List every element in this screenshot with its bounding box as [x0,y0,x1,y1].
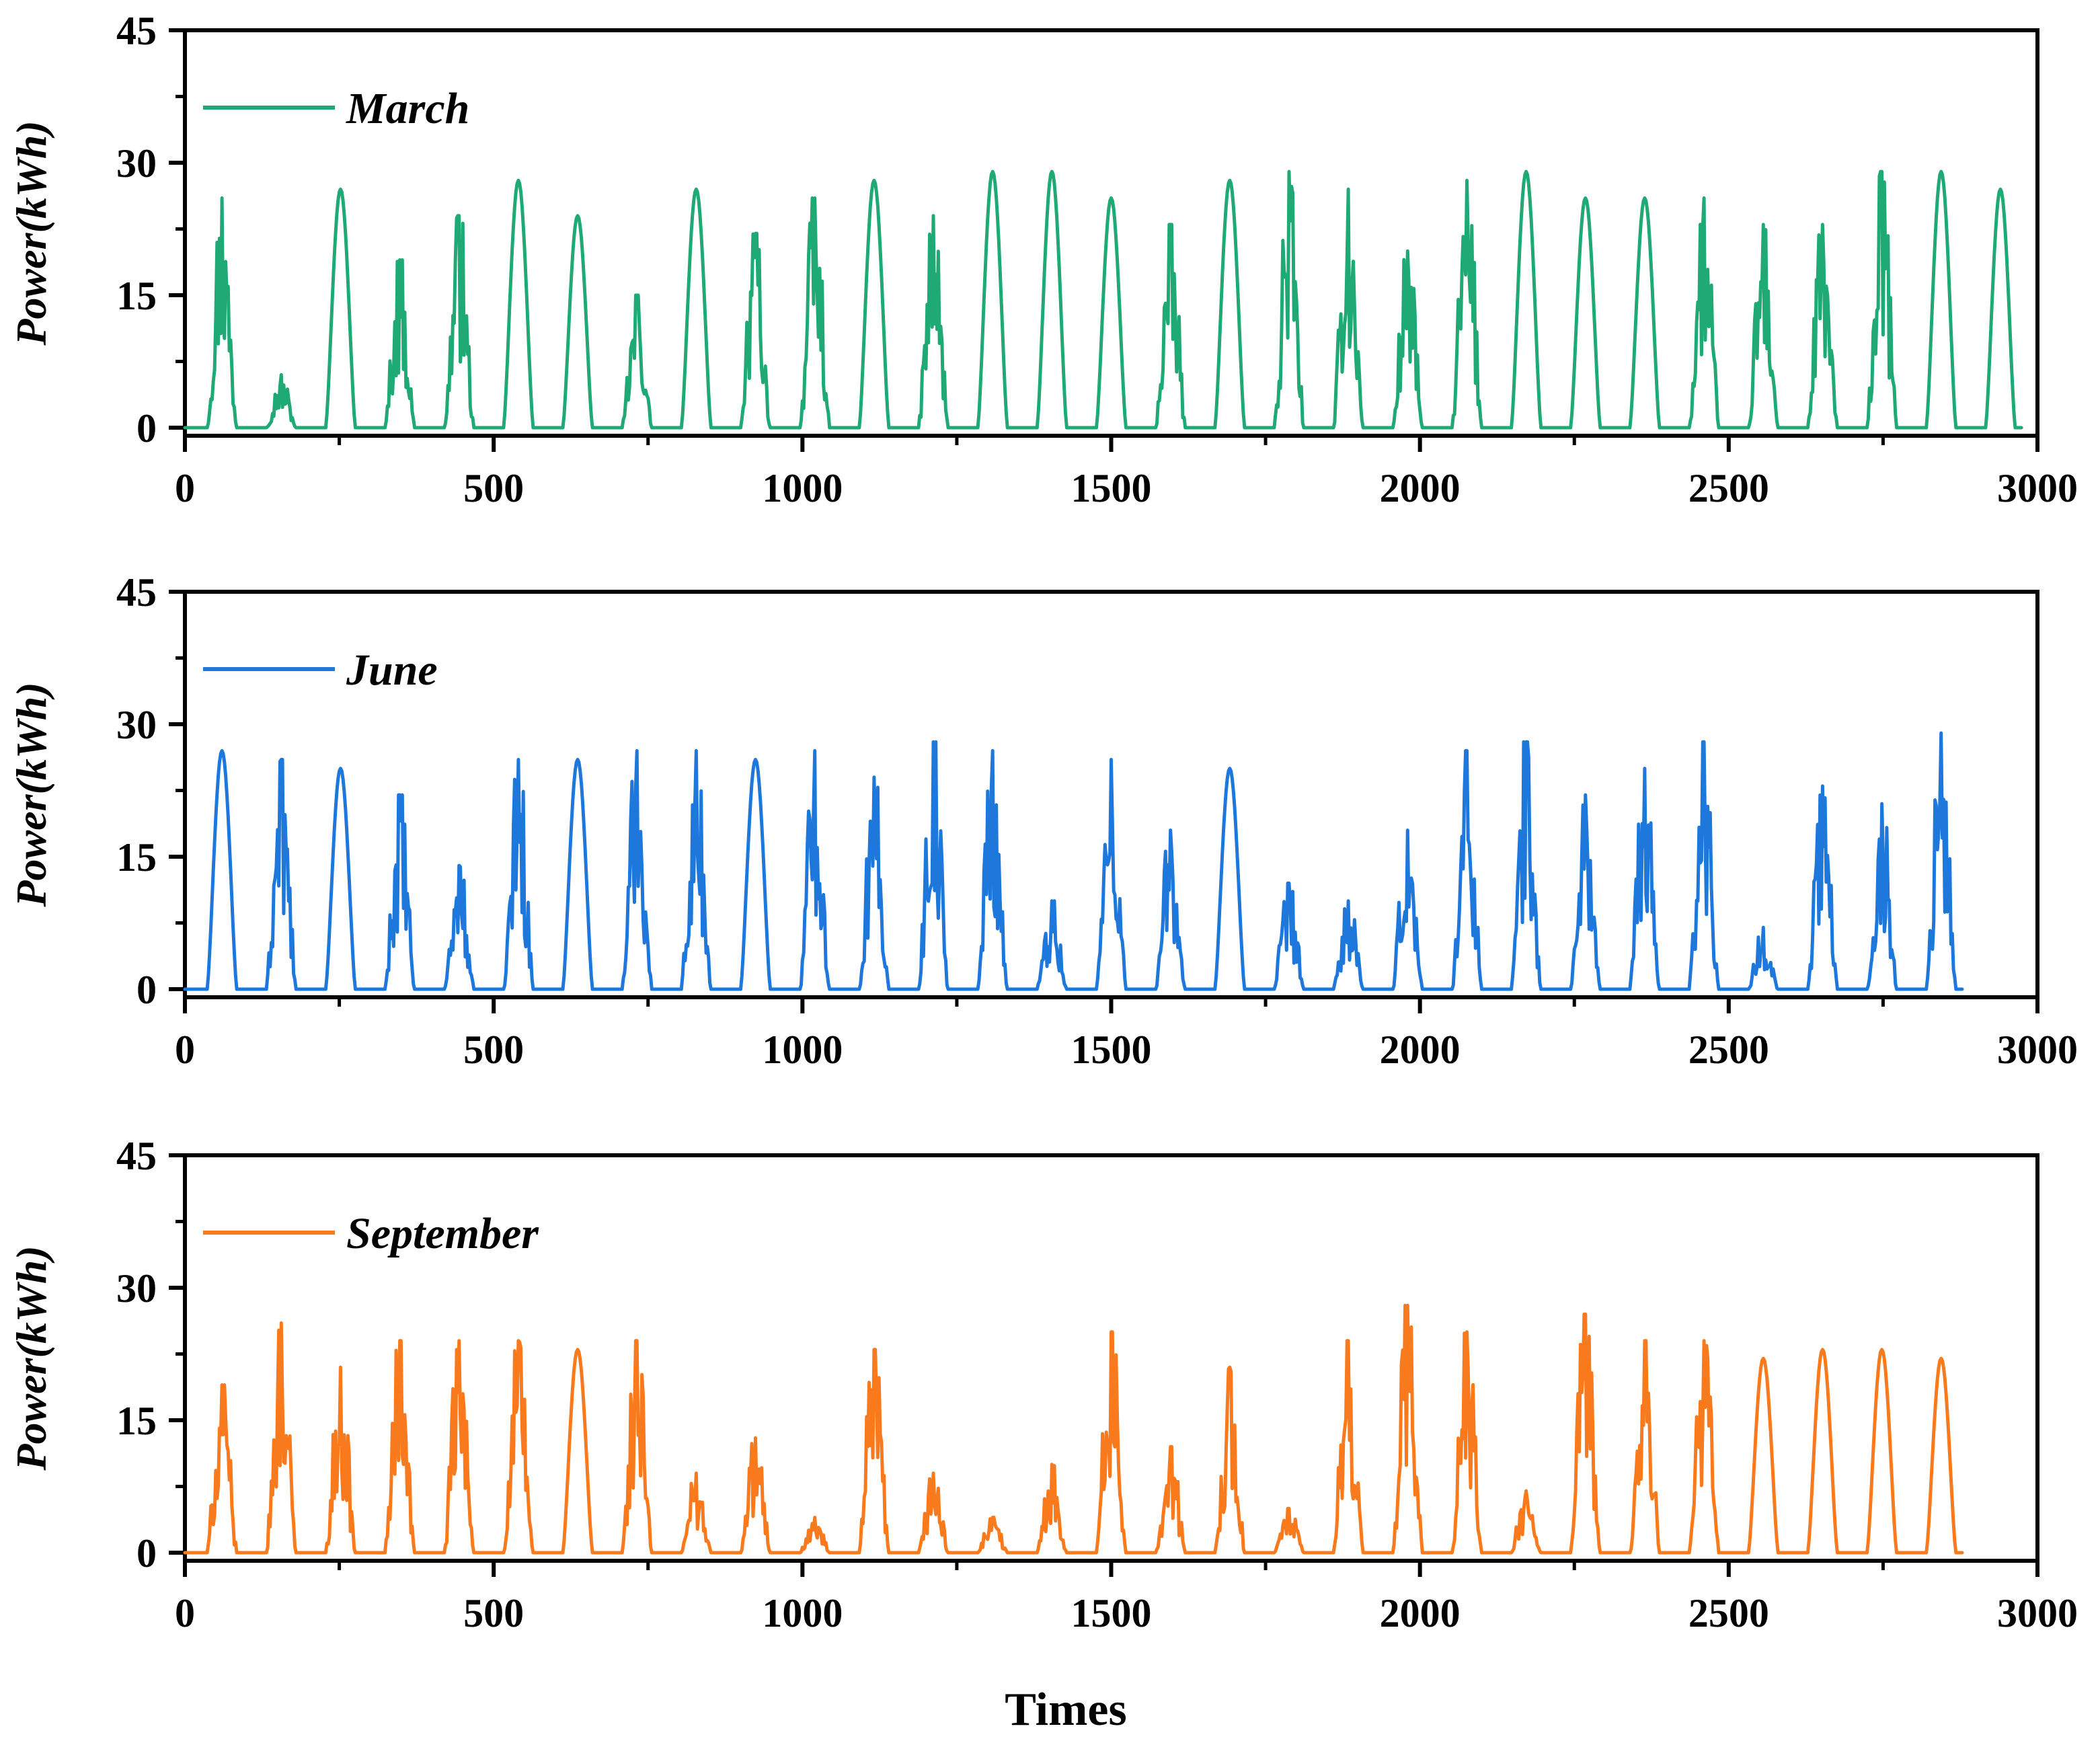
series-line-march [183,169,2023,430]
x-tick-label: 0 [175,466,195,510]
y-tick-label: 45 [116,9,157,53]
legend-label: June [346,646,438,695]
x-tick-label: 1000 [762,1591,843,1635]
x-tick-label: 3000 [1997,466,2078,510]
y-axis-label: Power(kWh) [7,1245,55,1471]
y-tick-label: 45 [116,570,157,615]
x-tick-label: 500 [463,466,524,510]
y-tick-label: 0 [137,1531,157,1576]
x-tick-label: 2500 [1688,466,1769,510]
y-tick-label: 30 [116,703,157,747]
y-axis-label: Power(kWh) [7,120,55,346]
x-axis-label: Times [1005,1684,1127,1736]
x-tick-label: 1500 [1071,466,1152,510]
y-tick-label: 30 [116,1266,157,1311]
x-tick-label: 1500 [1071,1591,1152,1635]
x-tick-label: 1000 [762,466,843,510]
chart-panel-september: 0 500 1000 1500 2000 2500 3000 0 15 30 45 Power(kWh… [7,1134,2078,1635]
legend-label: March [346,84,469,133]
legend-label: September [346,1209,539,1258]
series-line-june [183,731,1964,991]
chart-panel-march: 0 500 1000 1500 2000 2500 3000 0 15 30 45 Power(kWh… [7,9,2078,510]
x-tick-label: 2000 [1380,1028,1461,1072]
series-line-september [183,1303,1964,1555]
y-axis-label: Power(kWh) [7,682,55,907]
chart-panel-june: 0 500 1000 1500 2000 2500 3000 0 15 30 45 Power(kWh… [7,570,2078,1072]
x-tick-label: 0 [175,1028,195,1072]
y-tick-label: 15 [116,835,157,880]
x-tick-label: 0 [175,1591,195,1635]
y-tick-label: 15 [116,274,157,318]
x-tick-label: 1500 [1071,1028,1152,1072]
x-tick-label: 2500 [1688,1028,1769,1072]
x-tick-label: 500 [463,1591,524,1635]
y-tick-label: 0 [137,406,157,451]
x-tick-label: 2000 [1380,466,1461,510]
y-tick-label: 0 [137,968,157,1012]
x-tick-label: 500 [463,1028,524,1072]
y-tick-label: 45 [116,1134,157,1178]
x-tick-label: 3000 [1997,1028,2078,1072]
x-tick-label: 3000 [1997,1591,2078,1635]
x-tick-label: 1000 [762,1028,843,1072]
y-tick-label: 15 [116,1399,157,1443]
x-tick-label: 2500 [1688,1591,1769,1635]
x-tick-label: 2000 [1380,1591,1461,1635]
y-tick-label: 30 [116,141,157,186]
